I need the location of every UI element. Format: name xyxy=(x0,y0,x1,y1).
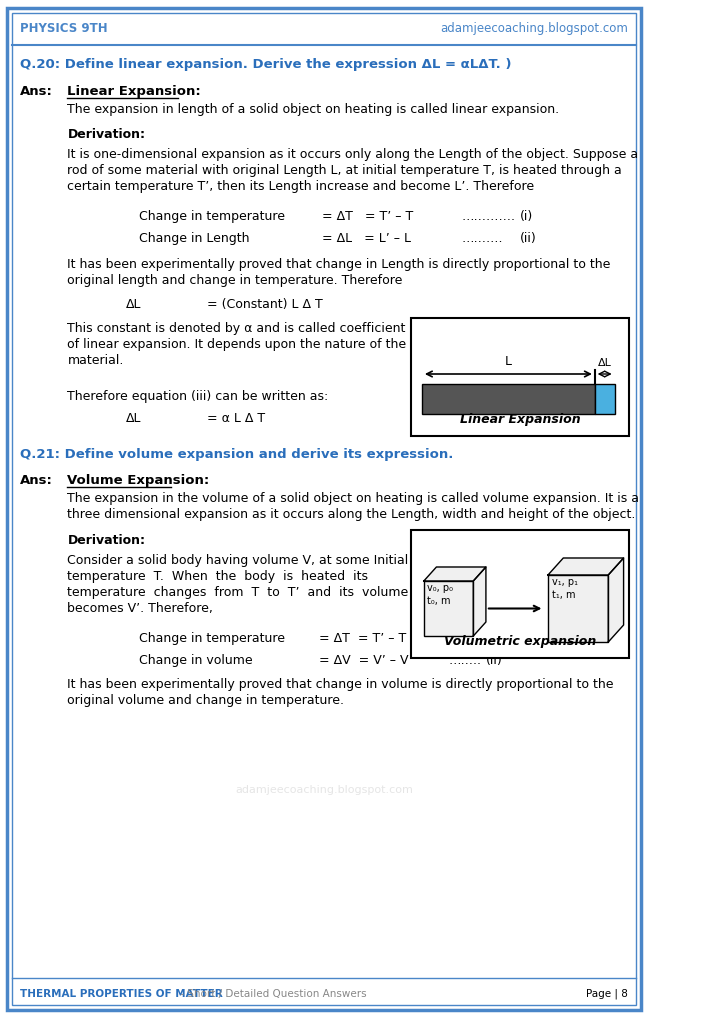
Bar xyxy=(422,384,595,414)
Text: ΔL: ΔL xyxy=(598,358,611,367)
Text: becomes V’. Therefore,: becomes V’. Therefore, xyxy=(68,602,213,615)
Text: t₀, m: t₀, m xyxy=(428,596,451,606)
Text: = ΔL   = L’ – L: = ΔL = L’ – L xyxy=(322,232,411,245)
Text: three dimensional expansion as it occurs along the Length, width and height of t: three dimensional expansion as it occurs… xyxy=(68,508,636,521)
Text: Q.21: Define volume expansion and derive its expression.: Q.21: Define volume expansion and derive… xyxy=(19,448,453,461)
Text: ……..: …….. xyxy=(448,654,481,667)
Text: original length and change in temperature. Therefore: original length and change in temperatur… xyxy=(68,274,403,287)
Text: = (Constant) L Δ T: = (Constant) L Δ T xyxy=(207,298,323,312)
Text: adamjeecoaching.blogspot.com: adamjeecoaching.blogspot.com xyxy=(235,785,413,795)
Text: Linear Expansion:: Linear Expansion: xyxy=(68,84,201,98)
Text: It has been experimentally proved that change in volume is directly proportional: It has been experimentally proved that c… xyxy=(68,678,614,691)
Text: = ΔV  = V’ – V: = ΔV = V’ – V xyxy=(320,654,409,667)
Text: THERMAL PROPERTIES OF MATTER: THERMAL PROPERTIES OF MATTER xyxy=(19,989,222,999)
Text: Ans:: Ans: xyxy=(19,84,53,98)
Text: = α L Δ T: = α L Δ T xyxy=(207,412,265,425)
Text: (ii): (ii) xyxy=(520,232,537,245)
Text: Consider a solid body having volume V, at some Initial: Consider a solid body having volume V, a… xyxy=(68,554,409,567)
Text: ΔL: ΔL xyxy=(126,298,141,312)
Text: Change in volume: Change in volume xyxy=(140,654,253,667)
Text: The expansion in length of a solid object on heating is called linear expansion.: The expansion in length of a solid objec… xyxy=(68,103,559,116)
Text: v₀, p₀: v₀, p₀ xyxy=(428,583,454,593)
Polygon shape xyxy=(608,558,624,642)
Text: Therefore equation (iii) can be written as:: Therefore equation (iii) can be written … xyxy=(68,390,329,403)
Text: Derivation:: Derivation: xyxy=(68,534,145,547)
Text: (i): (i) xyxy=(486,632,499,645)
Text: Linear Expansion: Linear Expansion xyxy=(460,413,580,426)
Text: Derivation:: Derivation: xyxy=(68,128,145,142)
Text: temperature  T.  When  the  body  is  heated  its: temperature T. When the body is heated i… xyxy=(68,570,369,583)
Text: Volumetric expansion: Volumetric expansion xyxy=(444,635,596,648)
Text: v₁, p₁: v₁, p₁ xyxy=(552,577,577,587)
Text: Q.20: Define linear expansion. Derive the expression ΔL = αLΔT. ): Q.20: Define linear expansion. Derive th… xyxy=(19,58,511,71)
Polygon shape xyxy=(424,567,486,581)
Text: This constant is denoted by α and is called coefficient: This constant is denoted by α and is cal… xyxy=(68,322,406,335)
Text: PHYSICS 9TH: PHYSICS 9TH xyxy=(19,21,107,35)
Text: certain temperature T’, then its Length increase and become L’. Therefore: certain temperature T’, then its Length … xyxy=(68,180,535,193)
Text: ………….: …………. xyxy=(462,210,516,223)
Text: …….: ……. xyxy=(448,632,477,645)
Text: = ΔT   = T’ – T: = ΔT = T’ – T xyxy=(322,210,413,223)
Bar xyxy=(548,575,608,642)
Text: Volume Expansion:: Volume Expansion: xyxy=(68,474,210,487)
Bar xyxy=(411,318,629,436)
Bar xyxy=(424,581,473,636)
Text: t₁, m: t₁, m xyxy=(552,590,575,600)
Text: ……….: ………. xyxy=(462,232,503,245)
Bar xyxy=(411,530,629,658)
Text: It has been experimentally proved that change in Length is directly proportional: It has been experimentally proved that c… xyxy=(68,258,611,271)
Text: Ans:: Ans: xyxy=(19,474,53,487)
Text: Change in temperature: Change in temperature xyxy=(140,632,285,645)
Text: material.: material. xyxy=(68,354,124,367)
Text: Change in Length: Change in Length xyxy=(140,232,250,245)
Text: The expansion in the volume of a solid object on heating is called volume expans: The expansion in the volume of a solid o… xyxy=(68,492,639,505)
Text: (i): (i) xyxy=(520,210,534,223)
Text: - Short / Detailed Question Answers: - Short / Detailed Question Answers xyxy=(177,989,367,999)
Polygon shape xyxy=(473,567,486,636)
Text: Page | 8: Page | 8 xyxy=(586,988,628,1000)
Text: Change in temperature: Change in temperature xyxy=(140,210,285,223)
Text: L: L xyxy=(505,355,512,367)
Text: adamjeecoaching.blogspot.com: adamjeecoaching.blogspot.com xyxy=(440,21,628,35)
Text: It is one-dimensional expansion as it occurs only along the Length of the object: It is one-dimensional expansion as it oc… xyxy=(68,148,639,161)
Bar xyxy=(595,384,615,414)
Text: = ΔT  = T’ – T: = ΔT = T’ – T xyxy=(320,632,407,645)
Text: temperature  changes  from  T  to  T’  and  its  volume: temperature changes from T to T’ and its… xyxy=(68,586,409,599)
Polygon shape xyxy=(548,558,624,575)
Text: ΔL: ΔL xyxy=(126,412,141,425)
Text: (ii): (ii) xyxy=(486,654,503,667)
Text: original volume and change in temperature.: original volume and change in temperatur… xyxy=(68,694,344,706)
Text: rod of some material with original Length L, at initial temperature T, is heated: rod of some material with original Lengt… xyxy=(68,164,622,177)
Text: of linear expansion. It depends upon the nature of the: of linear expansion. It depends upon the… xyxy=(68,338,407,351)
